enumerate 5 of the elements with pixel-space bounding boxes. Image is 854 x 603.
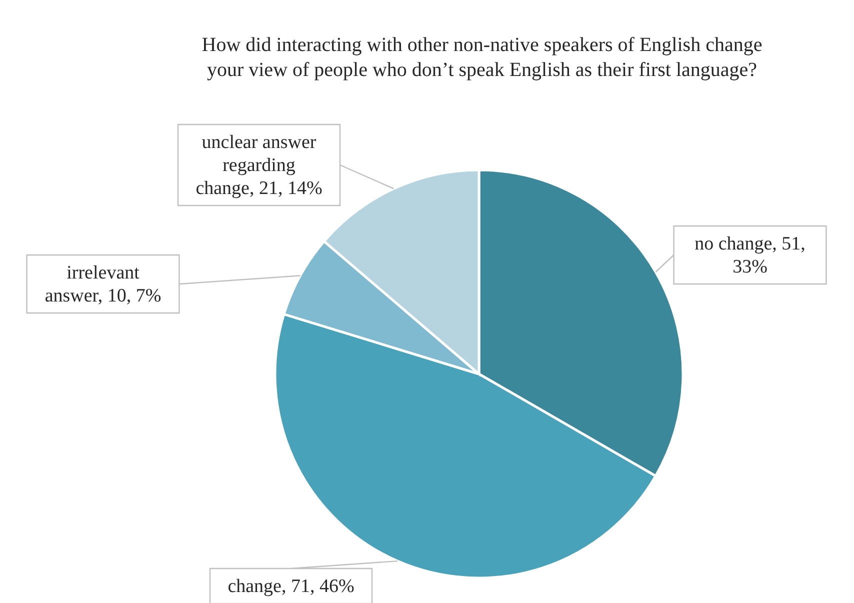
slice-label: unclear answer regarding change, 21, 14% (196, 132, 322, 199)
chart-title: How did interacting with other non-native speakers of English change your view of people who don’t speak English as their first language? (202, 34, 762, 81)
slice-label: change, 71, 46% (228, 576, 354, 597)
slice-label: irrelevant answer, 10, 7% (44, 262, 162, 306)
slice-label: no change, 51, 33% (694, 234, 806, 278)
